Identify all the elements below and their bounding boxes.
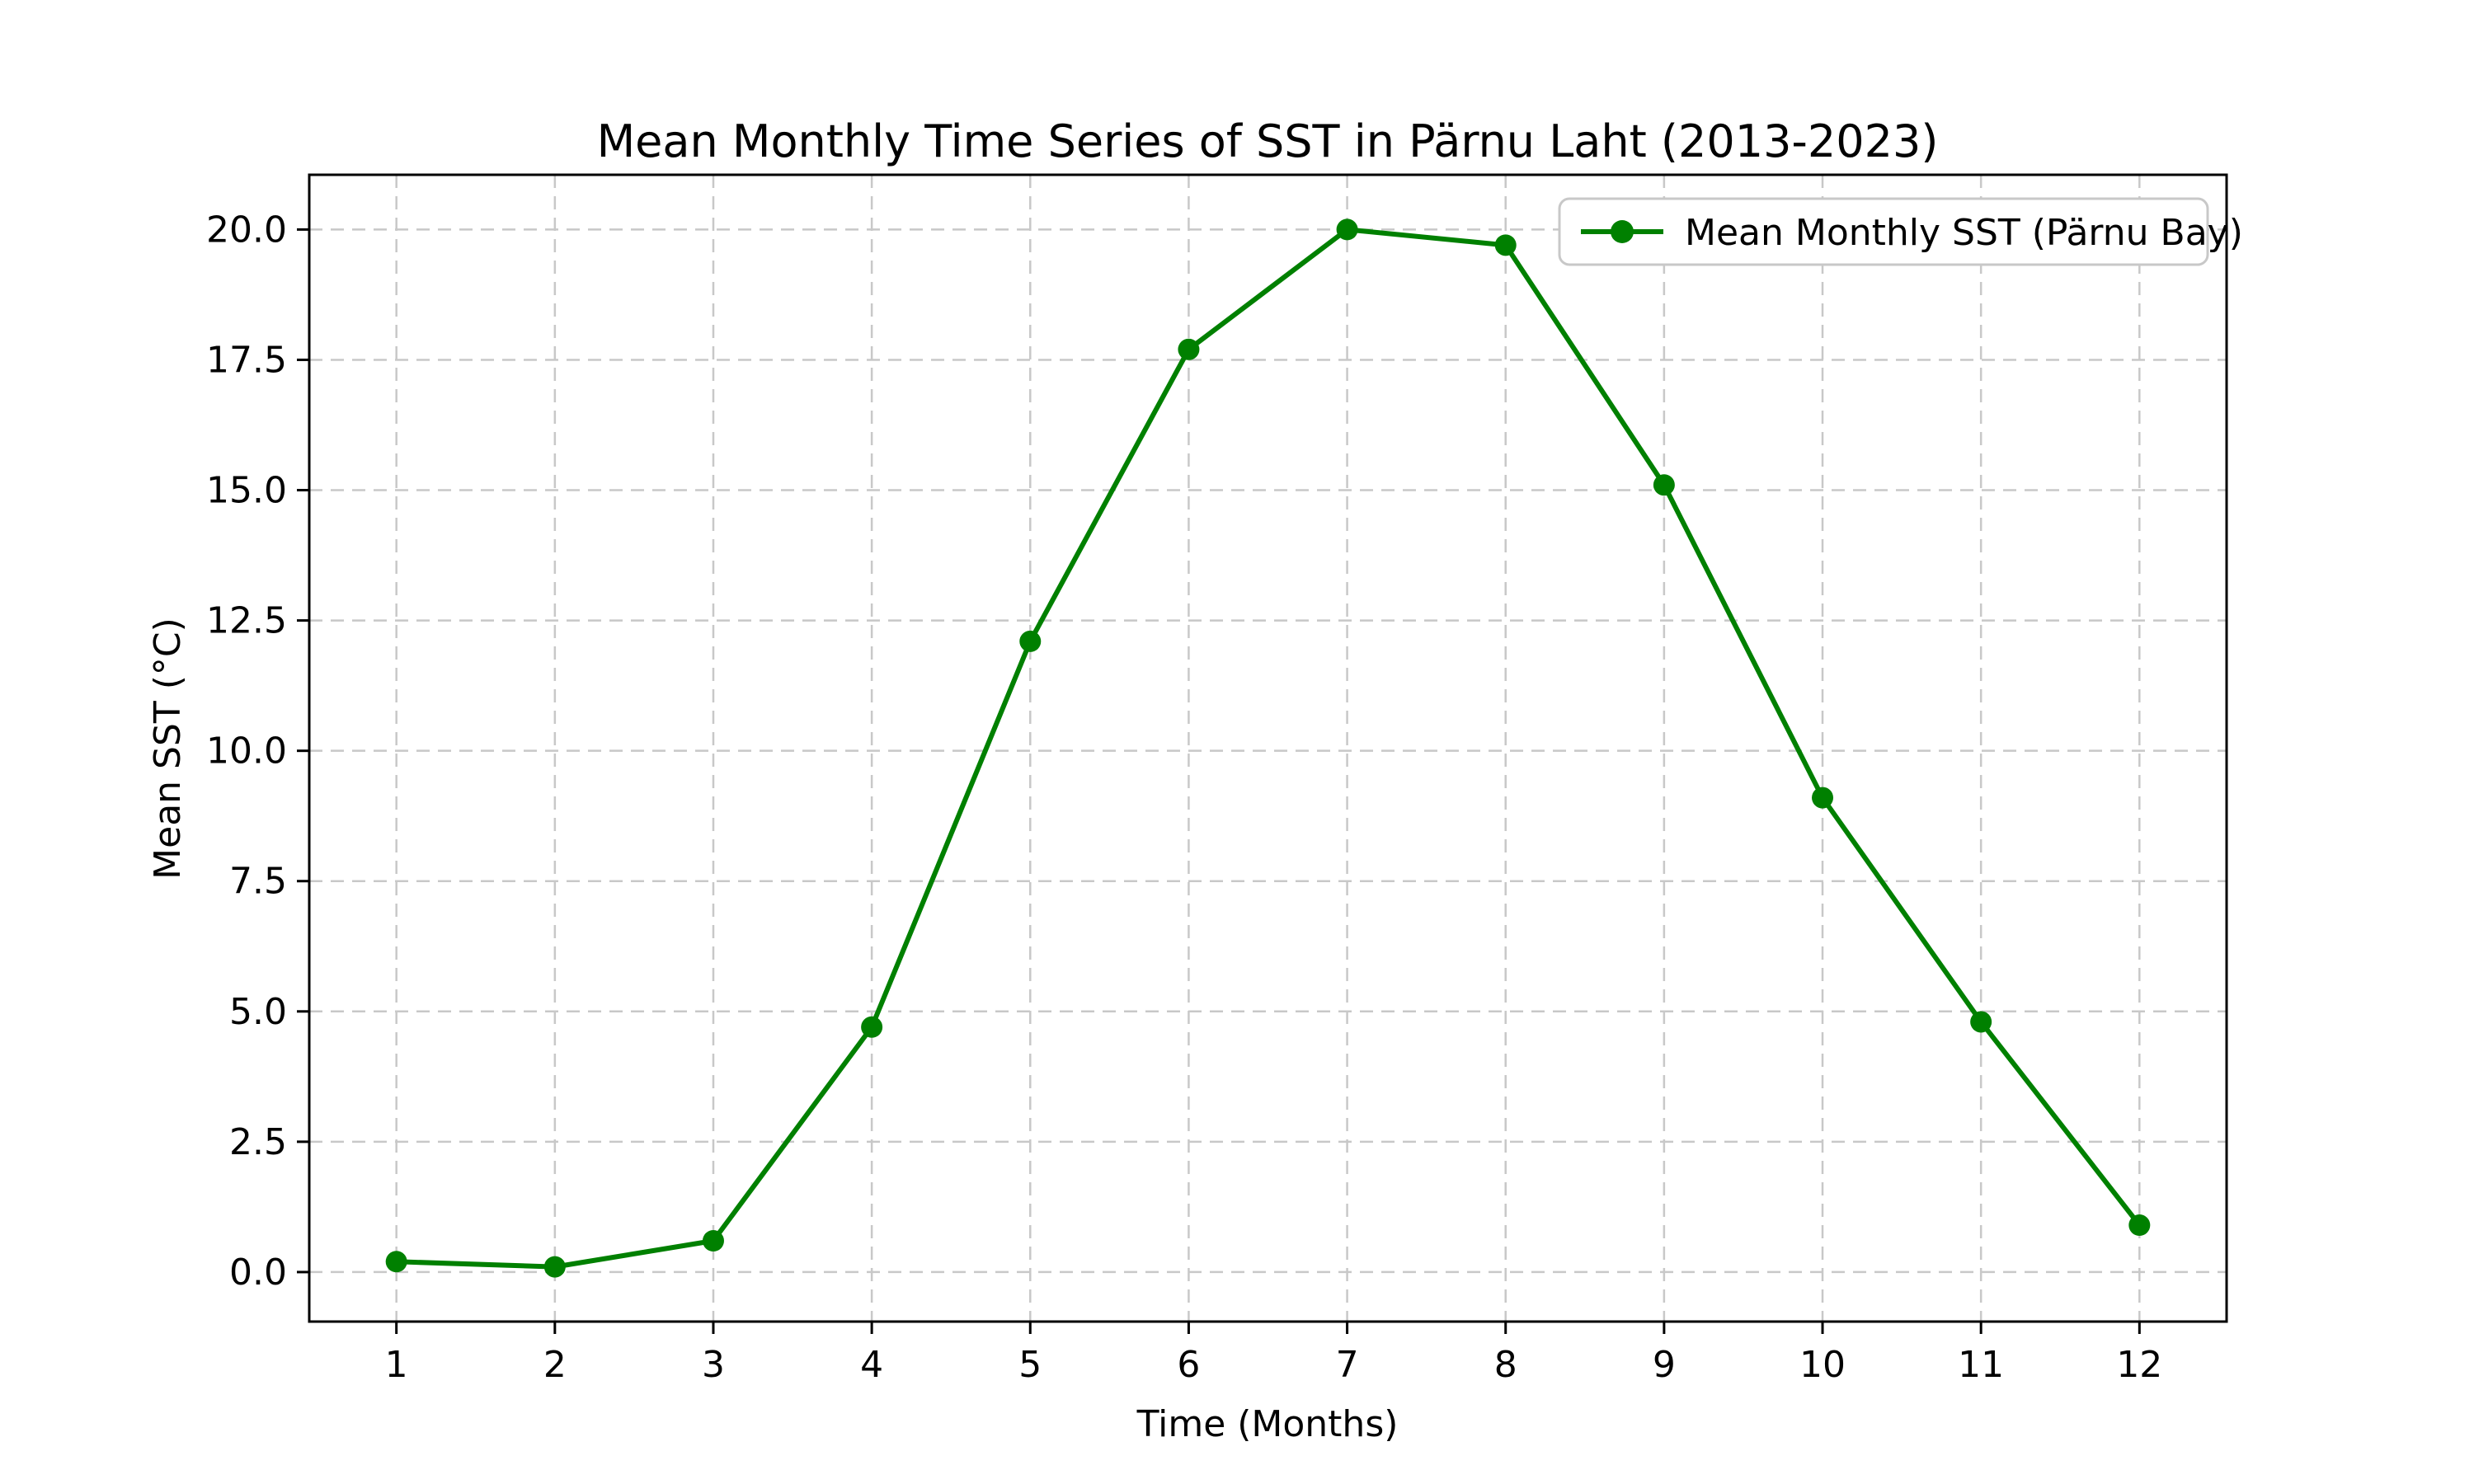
plot-frame [308,173,2228,1323]
x-tick-label: 12 [2116,1344,2162,1386]
x-axis-label: Time (Months) [1136,1403,1399,1445]
y-tick-label: 2.5 [229,1121,287,1163]
x-tick-label: 6 [1177,1344,1200,1386]
x-tick-label: 2 [543,1344,567,1386]
axes-layer: 1 2 3 4 5 6 7 8 9 10 11 120.02.55.07.510.012.515.01… [206,173,2228,1386]
y-tick-label: 7.5 [229,861,287,903]
x-tick-label: 10 [1799,1344,1846,1386]
x-tick-label: 7 [1336,1344,1359,1386]
x-tick-label: 5 [1018,1344,1042,1386]
y-tick-label: 12.5 [206,600,287,642]
x-tick-label: 4 [860,1344,883,1386]
x-tick-label: 1 [385,1344,408,1386]
data-point-month-7 [1336,218,1358,241]
y-tick-label: 15.0 [206,470,287,512]
legend-label: Mean Monthly SST (Pärnu Bay) [1685,212,2243,254]
x-tick-label: 8 [1494,1344,1517,1386]
x-tick-label: 11 [1958,1344,2004,1386]
y-tick-label: 10.0 [206,730,287,773]
grid-layer [309,175,2227,1322]
data-point-month-12 [2128,1214,2151,1237]
legend: Mean Monthly SST (Pärnu Bay) [1558,197,2243,266]
y-axis-label: Mean SST (°C) [147,618,189,880]
data-point-month-4 [861,1016,883,1038]
data-point-month-2 [543,1256,566,1278]
y-tick-label: 5.0 [229,991,287,1033]
y-tick-label: 20.0 [206,209,287,251]
data-point-month-5 [1019,630,1042,652]
data-point-month-9 [1653,474,1675,496]
y-tick-label: 0.0 [229,1252,287,1294]
series-line [393,227,2142,1270]
legend-marker-icon [1611,220,1634,243]
data-point-month-1 [385,1251,407,1273]
x-tick-label: 9 [1653,1344,1676,1386]
data-point-month-8 [1494,234,1517,256]
data-point-month-10 [1812,787,1834,809]
x-tick-label: 3 [702,1344,725,1386]
y-tick-label: 17.5 [206,339,287,381]
data-point-month-11 [1970,1011,1992,1033]
data-series-layer [385,218,2151,1278]
legend-box [1558,197,2209,266]
chart-title: Mean Monthly Time Series of SST in Pärnu… [597,115,1939,167]
data-point-month-3 [702,1229,724,1252]
data-point-month-6 [1178,338,1200,360]
